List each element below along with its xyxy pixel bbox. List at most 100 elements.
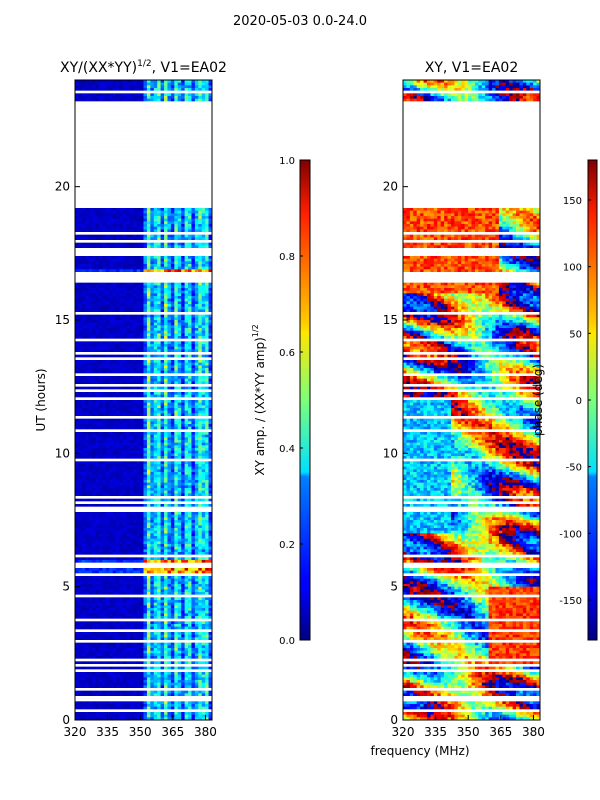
heatmap-cell [153,304,158,307]
heatmap-cell [116,336,120,339]
heatmap-cell [88,402,93,406]
heatmap-cell [181,98,185,102]
heatmap-cell [146,530,151,534]
heatmap-cell [150,394,155,398]
heatmap-cell [194,410,199,414]
heatmap-cell [208,576,212,579]
heatmap-cell [205,576,209,579]
heatmap-cell [109,93,113,97]
heatmap-cell [92,533,96,537]
heatmap-cell [184,290,189,294]
heatmap-cell [109,541,113,545]
heatmap-cell [194,314,199,318]
heatmap-cell [160,512,165,515]
heatmap-cell [122,541,127,545]
heatmap-cell [119,208,124,211]
heatmap-cell [105,237,110,241]
heatmap-cell [133,485,137,489]
heatmap-cell [188,453,192,457]
heatmap-cell [112,208,117,211]
heatmap-cell [198,400,203,403]
heatmap-cell [105,234,110,238]
heatmap-cell [133,528,137,531]
heatmap-cell [133,224,137,227]
heatmap-cell [201,448,206,451]
heatmap-cell [205,440,209,443]
heatmap-cell [160,314,165,318]
heatmap-cell [157,552,161,555]
heatmap-cell [153,296,158,299]
heatmap-cell [184,304,189,307]
heatmap-cell [140,581,144,585]
heatmap-cell [81,285,86,289]
heatmap-cell [174,493,179,497]
empty-row [75,416,212,419]
heatmap-cell [191,320,196,323]
heatmap-cell [85,216,89,219]
heatmap-cell [170,93,175,97]
heatmap-cell [160,498,165,502]
heatmap-cell [160,421,165,425]
heatmap-cell [133,466,137,470]
heatmap-cell [95,469,100,473]
heatmap-cell [126,314,131,318]
heatmap-cell [150,96,155,99]
heatmap-cell [174,498,179,502]
heatmap-cell [109,218,113,222]
heatmap-cell [105,290,110,294]
heatmap-cell [174,285,179,289]
heatmap-cell [116,349,120,353]
heatmap-cell [119,365,124,369]
heatmap-cell [174,386,179,390]
heatmap-cell [157,557,161,561]
heatmap-cell [194,269,199,273]
heatmap-cell [143,370,148,374]
heatmap-cell [126,557,131,561]
heatmap-cell [191,378,196,382]
heatmap-cell [208,264,212,267]
heatmap-cell [92,466,96,470]
heatmap-cell [119,488,124,491]
heatmap-cell [75,392,79,395]
heatmap-cell [167,245,172,249]
heatmap-cell [181,405,185,409]
heatmap-cell [136,288,141,291]
heatmap-cell [174,464,179,467]
heatmap-cell [81,314,86,318]
heatmap-cell [95,301,100,305]
heatmap-cell [170,266,175,270]
empty-row [75,157,212,161]
heatmap-cell [98,445,103,449]
heatmap-cell [112,261,117,265]
heatmap-cell [208,328,212,331]
heatmap-cell [129,314,134,318]
heatmap-cell [191,288,196,291]
heatmap-cell [170,344,175,347]
heatmap-cell [164,426,168,430]
heatmap-cell [177,546,182,550]
heatmap-cell [194,589,199,593]
heatmap-cell [112,538,117,542]
heatmap-cell [160,88,165,91]
heatmap-cell [116,282,120,286]
heatmap-cell [205,88,209,91]
heatmap-cell [112,498,117,502]
heatmap-cell [81,360,86,363]
heatmap-cell [133,394,137,398]
heatmap-cell [140,485,144,489]
heatmap-cell [105,320,110,323]
heatmap-cell [143,514,148,518]
heatmap-cell [102,536,107,539]
heatmap-cell [75,448,79,451]
heatmap-cell [191,440,196,443]
heatmap-cell [146,586,151,590]
heatmap-cell [126,536,131,539]
heatmap-cell [129,333,134,337]
heatmap-cell [164,341,168,345]
heatmap-cell [143,221,148,225]
heatmap-cell [102,464,107,467]
heatmap-cell [136,290,141,294]
heatmap-cell [177,437,182,441]
heatmap-cell [184,226,189,230]
heatmap-cell [201,269,206,273]
